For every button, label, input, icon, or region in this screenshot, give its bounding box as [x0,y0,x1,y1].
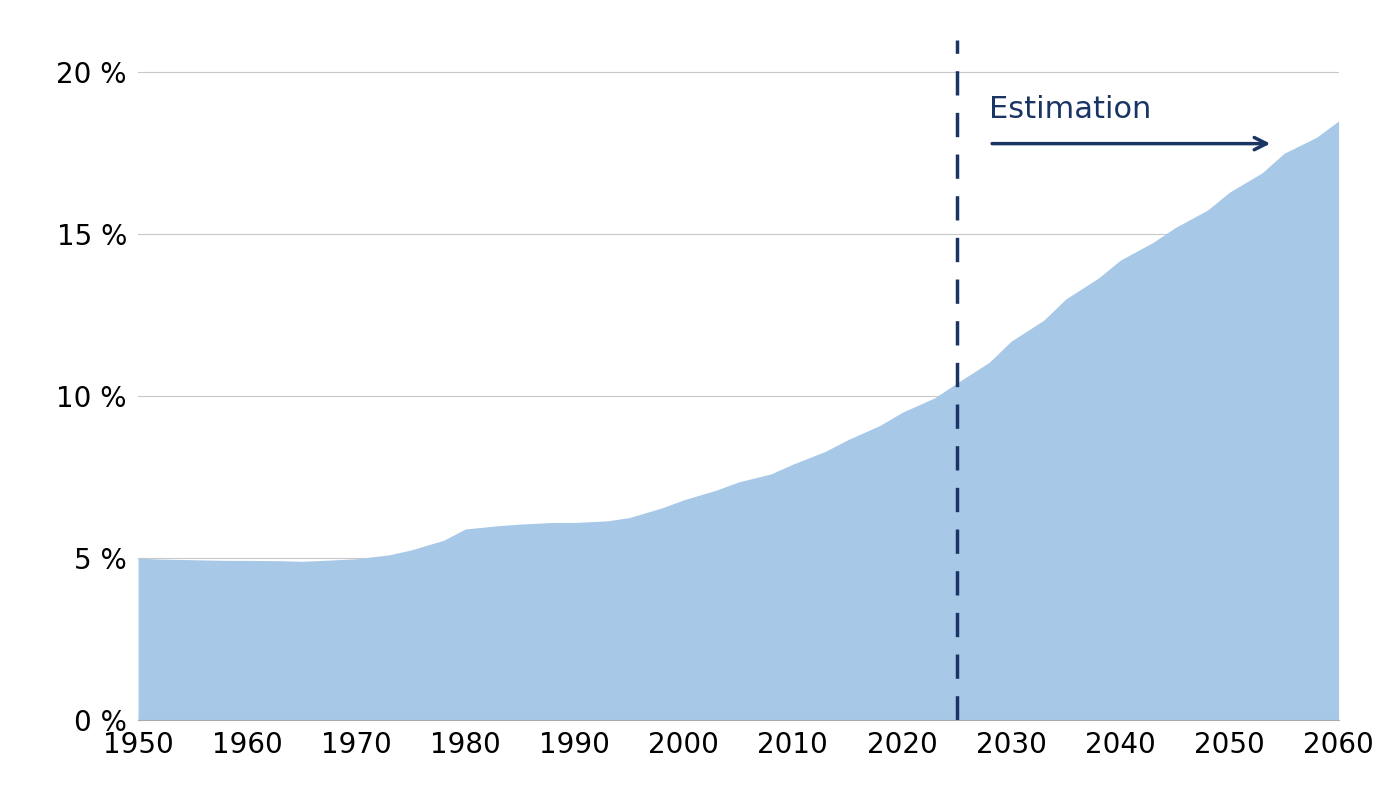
Text: Estimation: Estimation [989,95,1152,124]
